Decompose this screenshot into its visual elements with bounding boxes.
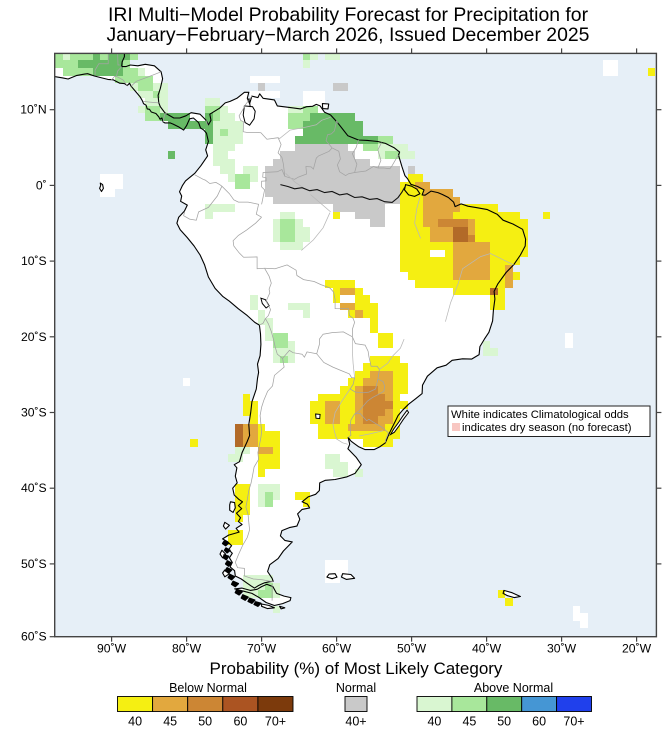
- svg-text:60: 60: [532, 715, 546, 729]
- svg-text:10˚S: 10˚S: [21, 254, 47, 268]
- svg-text:45: 45: [163, 715, 177, 729]
- svg-text:30˚W: 30˚W: [547, 642, 577, 656]
- svg-text:50: 50: [198, 715, 212, 729]
- svg-text:40˚S: 40˚S: [21, 481, 47, 495]
- svg-text:White indicates Climatological: White indicates Climatological odds: [451, 409, 629, 421]
- svg-text:80˚W: 80˚W: [172, 642, 202, 656]
- svg-text:Normal: Normal: [336, 681, 376, 695]
- svg-text:40+: 40+: [345, 715, 366, 729]
- svg-text:Below Normal: Below Normal: [169, 681, 247, 695]
- svg-text:Probability (%) of Most Likely: Probability (%) of Most Likely Category: [210, 659, 503, 678]
- svg-text:60˚S: 60˚S: [21, 630, 47, 644]
- svg-text:40: 40: [128, 715, 142, 729]
- svg-text:0˚: 0˚: [36, 178, 47, 192]
- svg-text:50˚S: 50˚S: [21, 557, 47, 571]
- svg-text:January−February−March 2026, I: January−February−March 2026, Issued Dece…: [107, 24, 590, 46]
- svg-text:IRI Multi−Model Probability Fo: IRI Multi−Model Probability Forecast for…: [108, 4, 589, 26]
- svg-text:40˚W: 40˚W: [472, 642, 502, 656]
- svg-text:40: 40: [427, 715, 441, 729]
- svg-text:45: 45: [462, 715, 476, 729]
- svg-text:50˚W: 50˚W: [397, 642, 427, 656]
- svg-text:90˚W: 90˚W: [97, 642, 127, 656]
- svg-text:60: 60: [233, 715, 247, 729]
- svg-text:20˚W: 20˚W: [622, 642, 652, 656]
- svg-text:60˚W: 60˚W: [322, 642, 352, 656]
- svg-text:70+: 70+: [563, 715, 584, 729]
- svg-text:70+: 70+: [265, 715, 286, 729]
- svg-text:indicates dry season (no forec: indicates dry season (no forecast): [462, 422, 632, 434]
- svg-text:30˚S: 30˚S: [21, 406, 47, 420]
- svg-text:70˚W: 70˚W: [247, 642, 277, 656]
- svg-text:20˚S: 20˚S: [21, 330, 47, 344]
- svg-text:10˚N: 10˚N: [20, 103, 46, 117]
- svg-text:Above Normal: Above Normal: [474, 681, 553, 695]
- svg-text:50: 50: [497, 715, 511, 729]
